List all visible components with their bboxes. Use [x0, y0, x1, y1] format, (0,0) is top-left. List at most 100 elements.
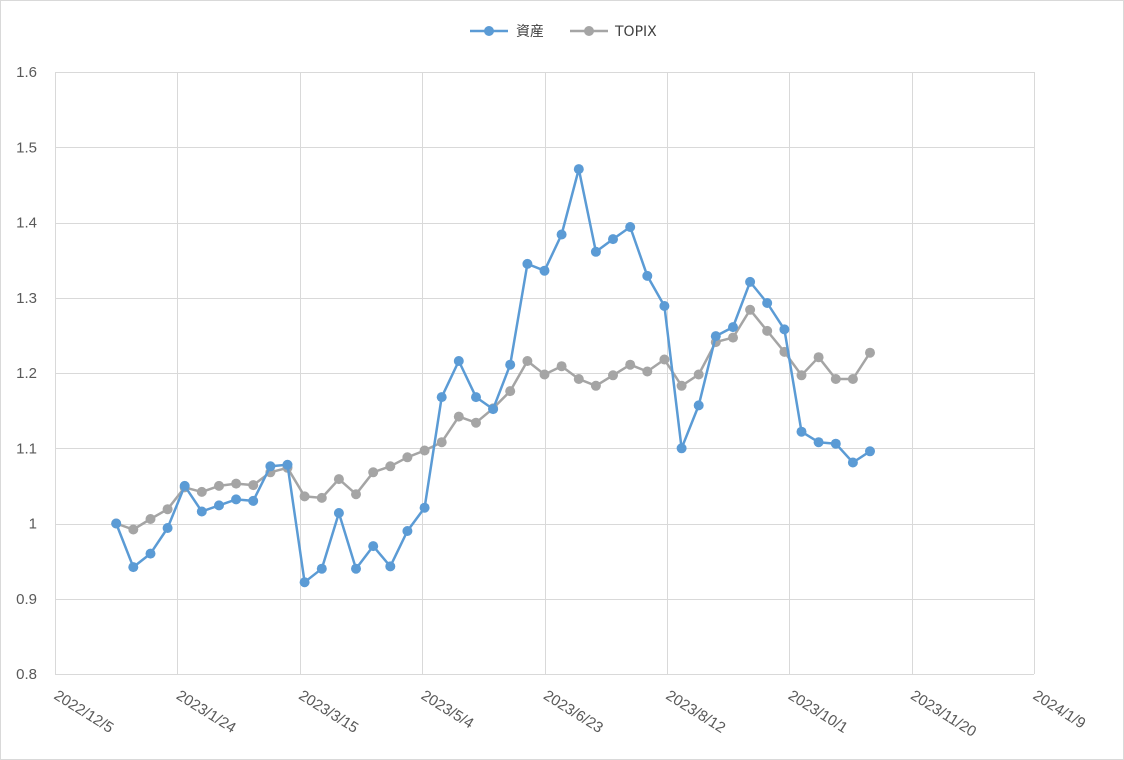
data-point [625, 222, 636, 232]
data-point [813, 437, 824, 448]
data-point [488, 404, 499, 415]
x-tick-label: 2023/1/24 [173, 687, 239, 737]
y-tick-label: 0.8 [16, 666, 37, 683]
series-1 [111, 304, 875, 535]
data-point [796, 426, 807, 437]
y-tick-label: 0.9 [16, 591, 37, 608]
data-point [419, 445, 430, 456]
legend-swatch-marker [584, 26, 594, 36]
y-tick-label: 1.2 [16, 365, 37, 382]
data-point [762, 325, 773, 336]
legend-item: TOPIX [570, 24, 657, 40]
data-point [505, 359, 516, 370]
data-point [728, 322, 738, 333]
series-0 [111, 164, 875, 588]
data-point [796, 370, 807, 381]
data-point [402, 526, 413, 536]
series-line [115, 308, 872, 531]
data-point [231, 478, 242, 489]
data-point [162, 523, 173, 533]
data-point [368, 467, 379, 478]
data-point [693, 400, 704, 411]
data-point [231, 494, 242, 505]
data-point [830, 374, 841, 384]
data-point [162, 504, 173, 515]
data-point [830, 438, 841, 449]
data-point [196, 506, 207, 517]
data-point [608, 370, 618, 381]
data-point [539, 369, 550, 380]
data-point [762, 298, 773, 308]
data-point [676, 380, 687, 391]
legend-item: 資産 [470, 24, 544, 40]
data-point [128, 562, 139, 573]
data-point [453, 411, 464, 422]
data-point [608, 234, 618, 245]
data-point [471, 392, 481, 403]
data-point [865, 446, 875, 457]
data-point [248, 495, 259, 506]
data-point [436, 392, 447, 403]
data-point [590, 380, 601, 391]
x-tick-label: 2023/3/15 [296, 687, 362, 737]
data-point [522, 356, 533, 366]
x-tick-label: 2023/5/4 [418, 687, 477, 732]
data-point [522, 258, 533, 269]
x-tick-label: 2023/6/23 [540, 687, 606, 737]
series-layer [111, 164, 875, 588]
y-tick-label: 1.1 [16, 440, 37, 457]
data-point [745, 276, 756, 287]
data-point [847, 374, 858, 384]
data-point [847, 457, 858, 468]
data-point [659, 301, 670, 311]
data-point [351, 563, 361, 574]
y-tick-label: 1.3 [16, 290, 37, 307]
data-point [436, 437, 447, 448]
data-point [590, 246, 601, 257]
series-line [115, 167, 871, 584]
gridlines [55, 72, 1035, 675]
data-point [179, 480, 190, 491]
data-point [556, 361, 567, 372]
data-point [693, 369, 704, 380]
legend-label: TOPIX [614, 24, 657, 40]
data-point [299, 491, 310, 502]
data-point [539, 265, 550, 276]
data-point [214, 500, 224, 511]
data-point [248, 480, 259, 491]
data-point [265, 461, 276, 472]
x-tick-label: 2023/10/1 [785, 687, 851, 737]
y-tick-label: 1.5 [16, 139, 37, 156]
data-point [471, 417, 481, 428]
data-point [659, 354, 670, 365]
data-point [385, 561, 396, 572]
data-point [745, 304, 756, 315]
x-tick-label: 2022/12/5 [51, 687, 117, 737]
data-point [333, 508, 344, 518]
data-point [676, 443, 687, 454]
data-point [573, 374, 584, 384]
data-point [402, 452, 413, 463]
data-point [145, 548, 156, 559]
legend-swatch-marker [484, 26, 494, 36]
legend: 資産 TOPIX [470, 24, 657, 40]
data-point [710, 331, 721, 342]
data-point [779, 324, 790, 335]
data-point [385, 461, 396, 472]
data-point [728, 332, 738, 343]
data-point [505, 386, 516, 397]
data-point [282, 459, 293, 470]
y-tick-label: 1.6 [16, 64, 37, 81]
data-point [145, 514, 156, 524]
data-point [865, 347, 875, 358]
data-point [419, 502, 430, 513]
data-point [556, 229, 567, 240]
x-tick-label: 2023/11/20 [908, 687, 980, 741]
y-tick-label: 1 [29, 516, 37, 533]
data-point [196, 486, 207, 497]
data-point [214, 480, 224, 491]
data-point [642, 366, 653, 377]
x-tick-label: 2024/1/9 [1030, 687, 1089, 732]
